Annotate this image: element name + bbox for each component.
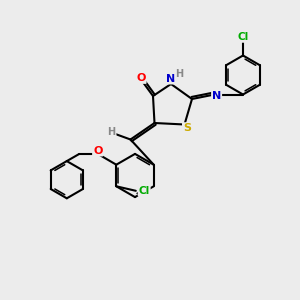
Text: O: O [93,146,102,156]
Text: S: S [183,123,191,133]
Text: H: H [107,127,116,137]
Text: Cl: Cl [139,186,150,196]
Text: N: N [167,74,176,84]
Text: N: N [212,91,221,101]
Text: O: O [136,73,146,83]
Text: Cl: Cl [237,32,249,42]
Text: H: H [175,69,184,80]
